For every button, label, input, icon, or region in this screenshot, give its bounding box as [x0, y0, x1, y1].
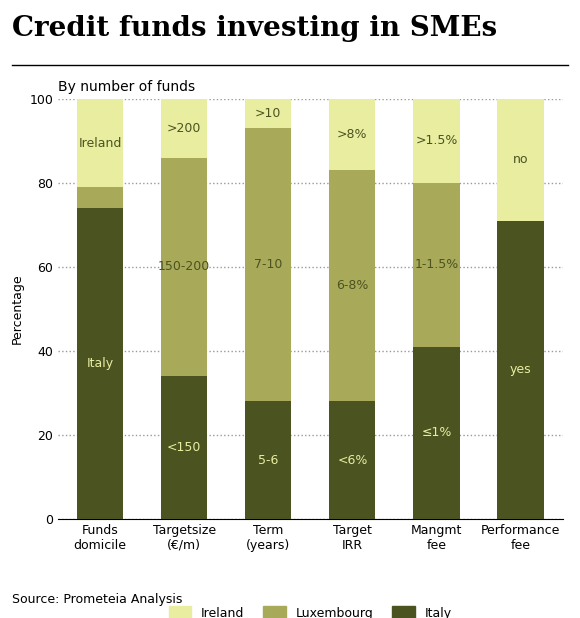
Text: no: no	[513, 153, 528, 166]
Bar	[329, 99, 375, 171]
Legend: Ireland, Luxembourg, Italy: Ireland, Luxembourg, Italy	[164, 601, 457, 618]
Bar	[245, 99, 291, 129]
Bar	[414, 183, 459, 347]
Bar	[498, 99, 543, 221]
Text: <6%: <6%	[337, 454, 368, 467]
Bar	[77, 187, 123, 208]
Text: Credit funds investing in SMEs: Credit funds investing in SMEs	[12, 15, 496, 43]
Text: 1-1.5%: 1-1.5%	[414, 258, 459, 271]
Text: ≤1%: ≤1%	[421, 426, 452, 439]
Bar	[245, 129, 291, 402]
Y-axis label: Percentage: Percentage	[10, 274, 24, 344]
Text: By number of funds: By number of funds	[58, 80, 195, 93]
Text: 150-200: 150-200	[158, 260, 211, 274]
Text: Italy: Italy	[86, 357, 114, 370]
Bar	[414, 99, 459, 183]
Bar	[77, 99, 123, 187]
Bar	[161, 376, 207, 519]
Text: >1.5%: >1.5%	[415, 134, 458, 148]
Text: 7-10: 7-10	[254, 258, 282, 271]
Text: <150: <150	[167, 441, 201, 454]
Bar	[329, 402, 375, 519]
Text: 6-8%: 6-8%	[336, 279, 368, 292]
Text: yes: yes	[510, 363, 531, 376]
Bar	[329, 171, 375, 402]
Bar	[77, 208, 123, 519]
Text: >8%: >8%	[337, 128, 368, 141]
Bar	[161, 99, 207, 158]
Bar	[414, 347, 459, 519]
Bar	[498, 221, 543, 519]
Text: Source: Prometeia Analysis: Source: Prometeia Analysis	[12, 593, 182, 606]
Bar	[245, 402, 291, 519]
Text: 5-6: 5-6	[258, 454, 278, 467]
Text: >10: >10	[255, 107, 281, 120]
Bar	[161, 158, 207, 376]
Text: >200: >200	[167, 122, 201, 135]
Text: Ireland: Ireland	[78, 137, 122, 150]
